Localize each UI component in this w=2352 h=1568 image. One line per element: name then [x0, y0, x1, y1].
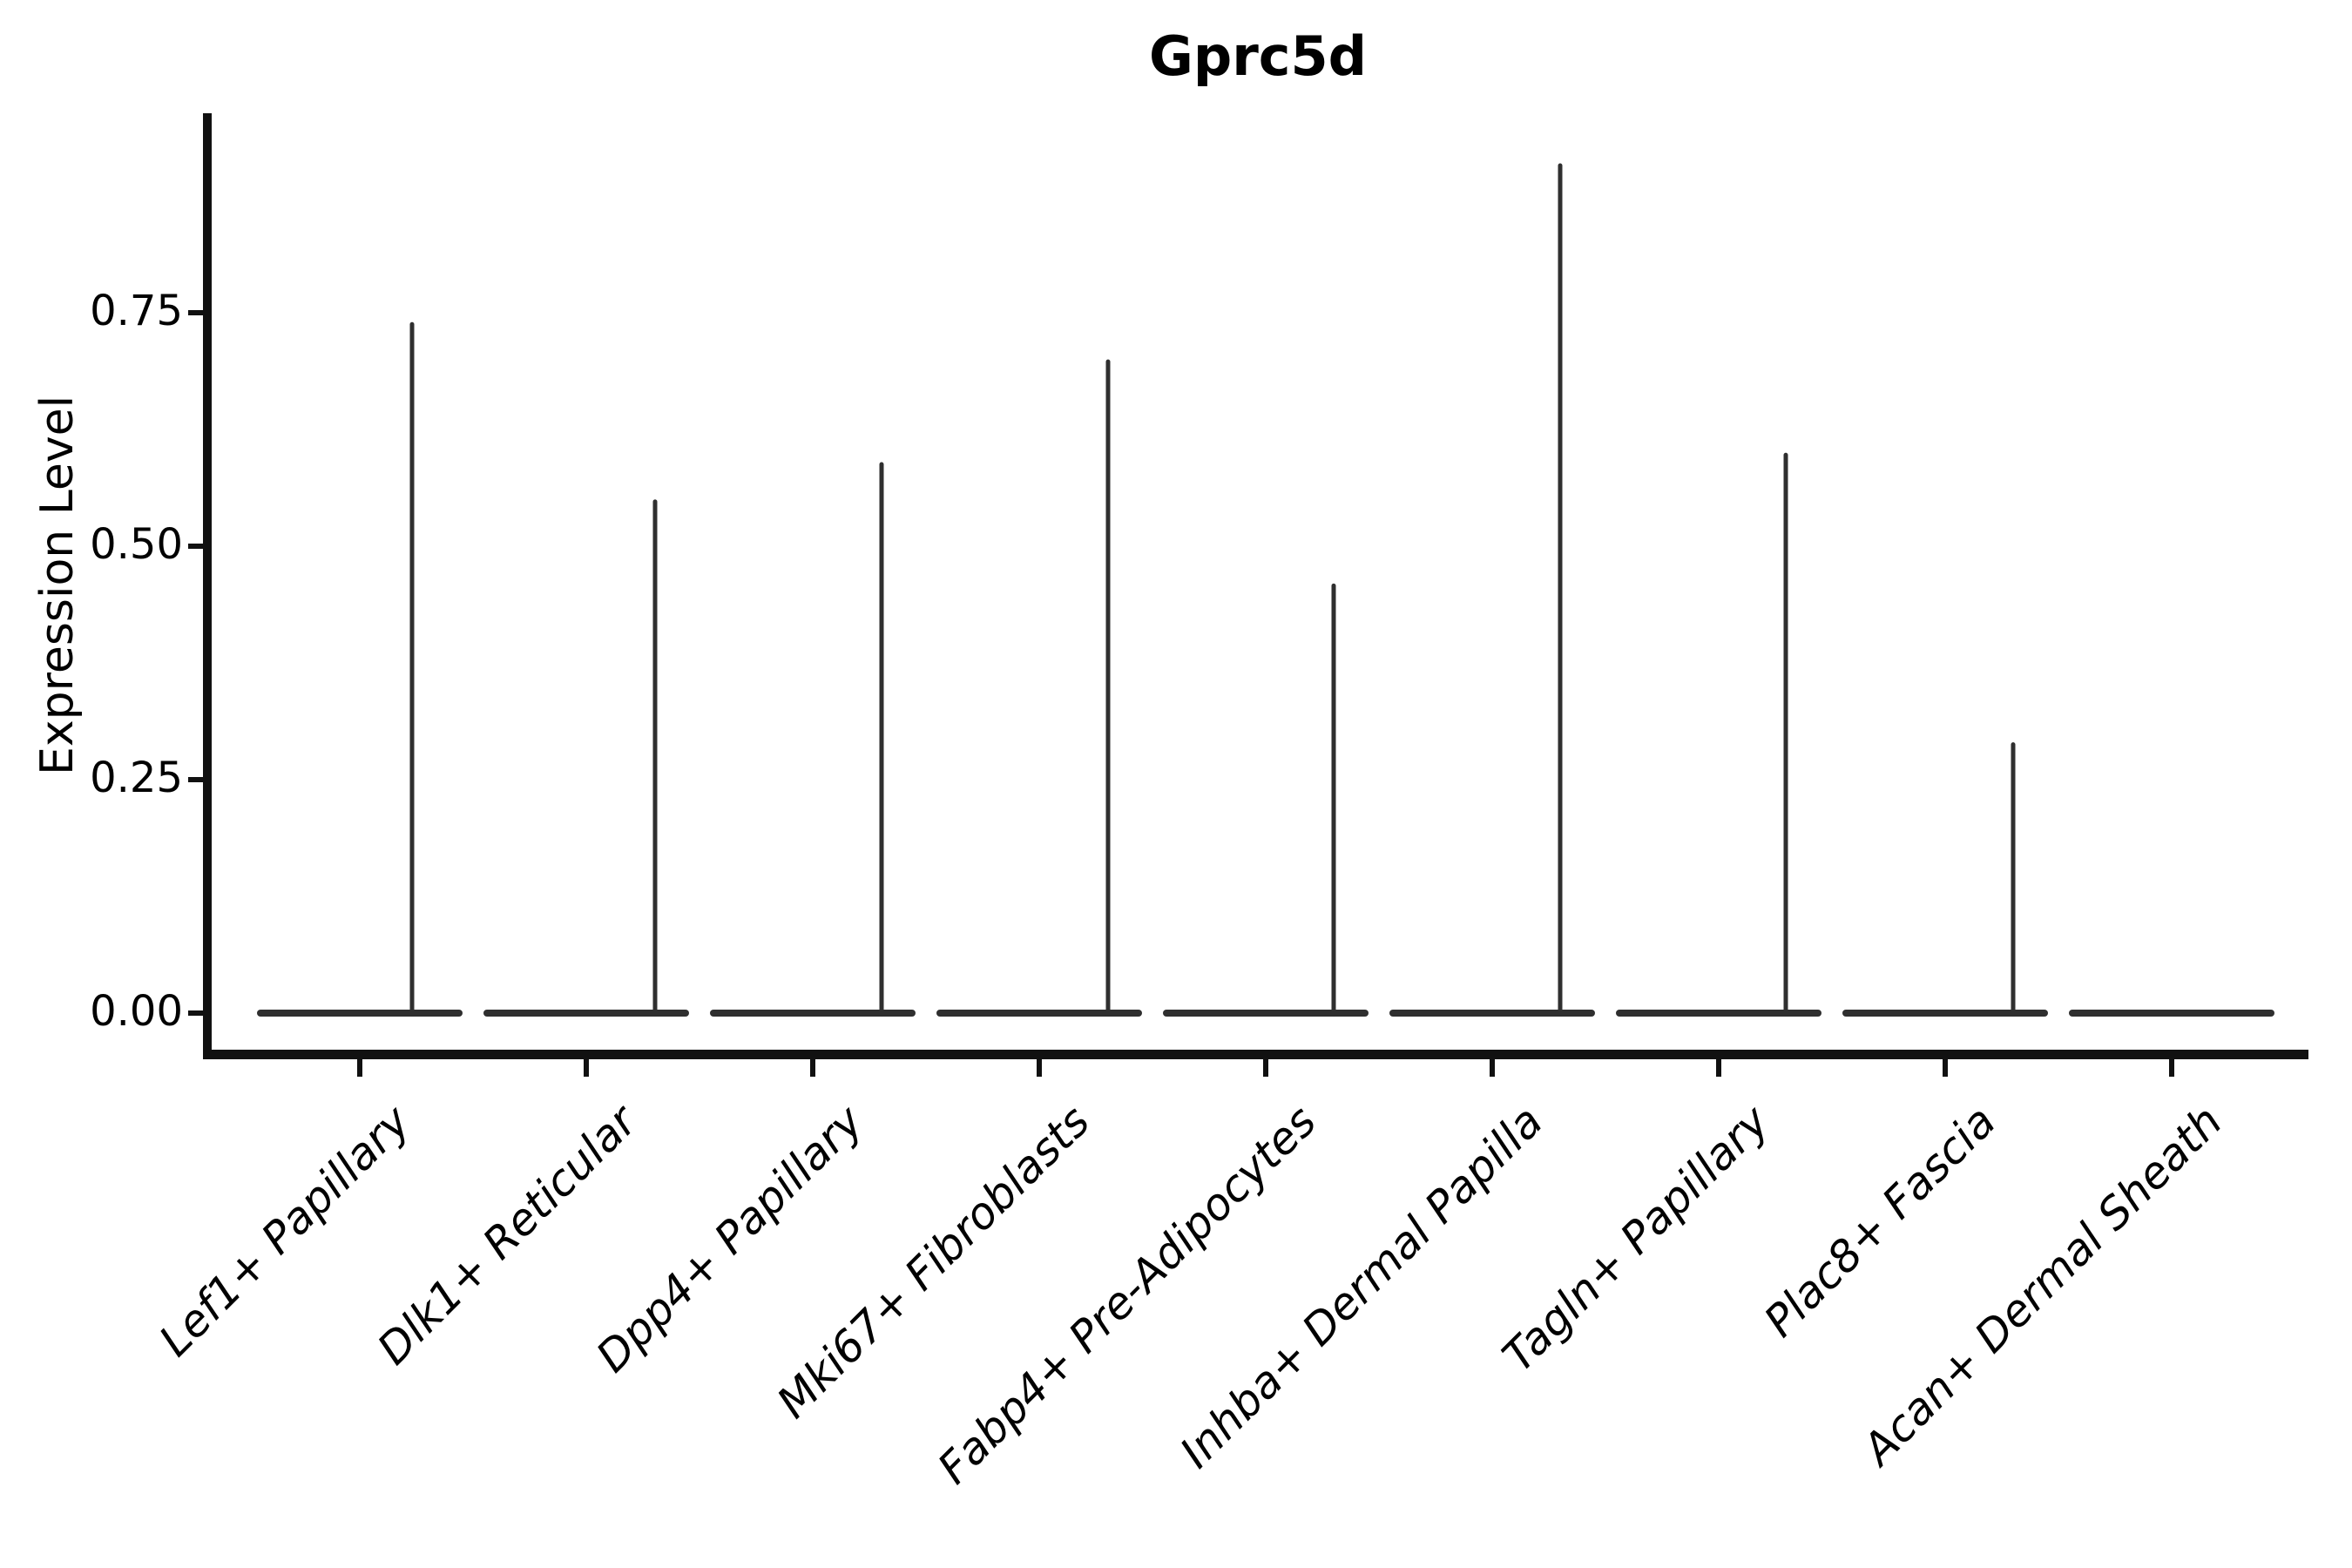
x-tick-mark [2169, 1054, 2174, 1077]
violin-spike [1105, 359, 1111, 1017]
violin-body [1842, 1010, 2048, 1017]
y-tick-label: 0.50 [90, 520, 183, 569]
violin-body [257, 1010, 463, 1017]
violin-spike [1783, 452, 1788, 1017]
x-axis-line [203, 1050, 2308, 1059]
violin-spike [1558, 163, 1563, 1017]
violin-body [483, 1010, 689, 1017]
x-tick-mark [1943, 1054, 1948, 1077]
y-tick-mark [188, 777, 203, 782]
chart-title: Gprc5d [1148, 24, 1368, 88]
x-tick-mark [1716, 1054, 1721, 1077]
x-tick-mark [1490, 1054, 1495, 1077]
violin-body [1389, 1010, 1595, 1017]
y-tick-label: 0.25 [90, 754, 183, 802]
y-tick-mark [188, 544, 203, 549]
x-tick-mark [1037, 1054, 1042, 1077]
violin-body [1163, 1010, 1369, 1017]
y-tick-label: 0.00 [90, 987, 183, 1036]
y-tick-label: 0.75 [90, 287, 183, 335]
violin-body [936, 1010, 1142, 1017]
y-axis-line [203, 113, 212, 1059]
violin-spike [1331, 583, 1336, 1017]
violin-body [2069, 1010, 2274, 1017]
x-tick-mark [357, 1054, 362, 1077]
y-tick-mark [188, 310, 203, 315]
x-tick-mark [584, 1054, 589, 1077]
violin-body [710, 1010, 916, 1017]
violin-spike [409, 321, 415, 1017]
x-tick-mark [810, 1054, 815, 1077]
violin-body [1616, 1010, 1821, 1017]
violin-spike [652, 499, 658, 1017]
violin-spike [2011, 742, 2016, 1017]
y-tick-mark [188, 1010, 203, 1016]
x-tick-mark [1263, 1054, 1268, 1077]
violin-spike [879, 462, 884, 1017]
